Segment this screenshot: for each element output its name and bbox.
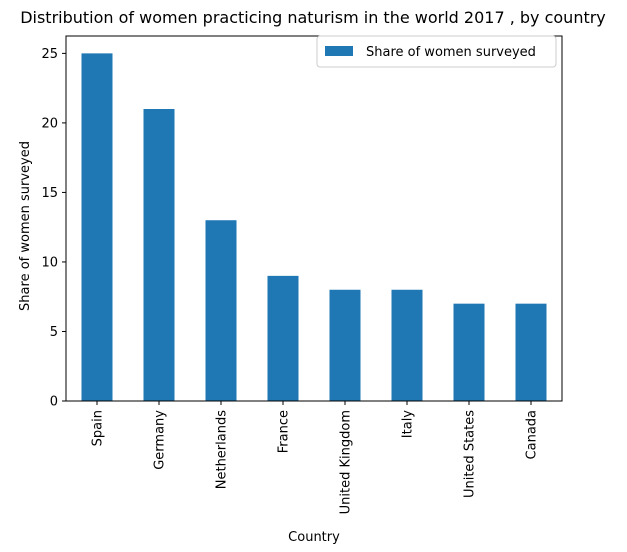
legend-label: Share of women surveyed xyxy=(366,45,536,60)
bar-france xyxy=(267,275,299,401)
plot-area xyxy=(65,35,563,402)
y-tick-label: 0 xyxy=(50,395,58,410)
y-tick-label: 5 xyxy=(50,325,58,340)
x-tick-label: United States xyxy=(463,410,478,498)
x-axis: Spain Germany Netherlands France United King… xyxy=(91,401,540,514)
x-tick-label: United Kingdom xyxy=(339,410,354,514)
y-axis: 0 5 10 15 20 25 xyxy=(41,47,66,410)
bar-canada xyxy=(515,303,547,401)
x-axis-title: Country xyxy=(288,530,340,545)
x-tick-label: France xyxy=(277,410,292,453)
bar-spain xyxy=(81,53,113,401)
y-tick-label: 10 xyxy=(41,255,58,270)
y-axis-title: Share of women surveyed xyxy=(18,141,33,311)
y-tick-label: 25 xyxy=(41,47,58,62)
chart-title: Distribution of women practicing naturis… xyxy=(20,8,606,27)
legend-frame xyxy=(316,35,557,68)
x-tick-label: Canada xyxy=(525,410,540,459)
x-tick-label: Germany xyxy=(153,410,168,470)
bar-germany xyxy=(143,109,175,401)
legend-swatch xyxy=(325,46,353,56)
x-tick-label: Netherlands xyxy=(215,410,230,489)
plot-frame xyxy=(65,35,563,402)
legend: Share of women surveyed xyxy=(316,35,557,68)
bar-united-states xyxy=(453,303,485,401)
x-tick-label: Italy xyxy=(401,410,416,439)
bar-italy xyxy=(391,289,423,401)
bar-united-kingdom xyxy=(329,289,361,401)
bar-netherlands xyxy=(205,220,237,401)
x-tick-label: Spain xyxy=(91,410,106,446)
y-tick-label: 15 xyxy=(41,186,58,201)
y-tick-label: 20 xyxy=(41,116,58,131)
